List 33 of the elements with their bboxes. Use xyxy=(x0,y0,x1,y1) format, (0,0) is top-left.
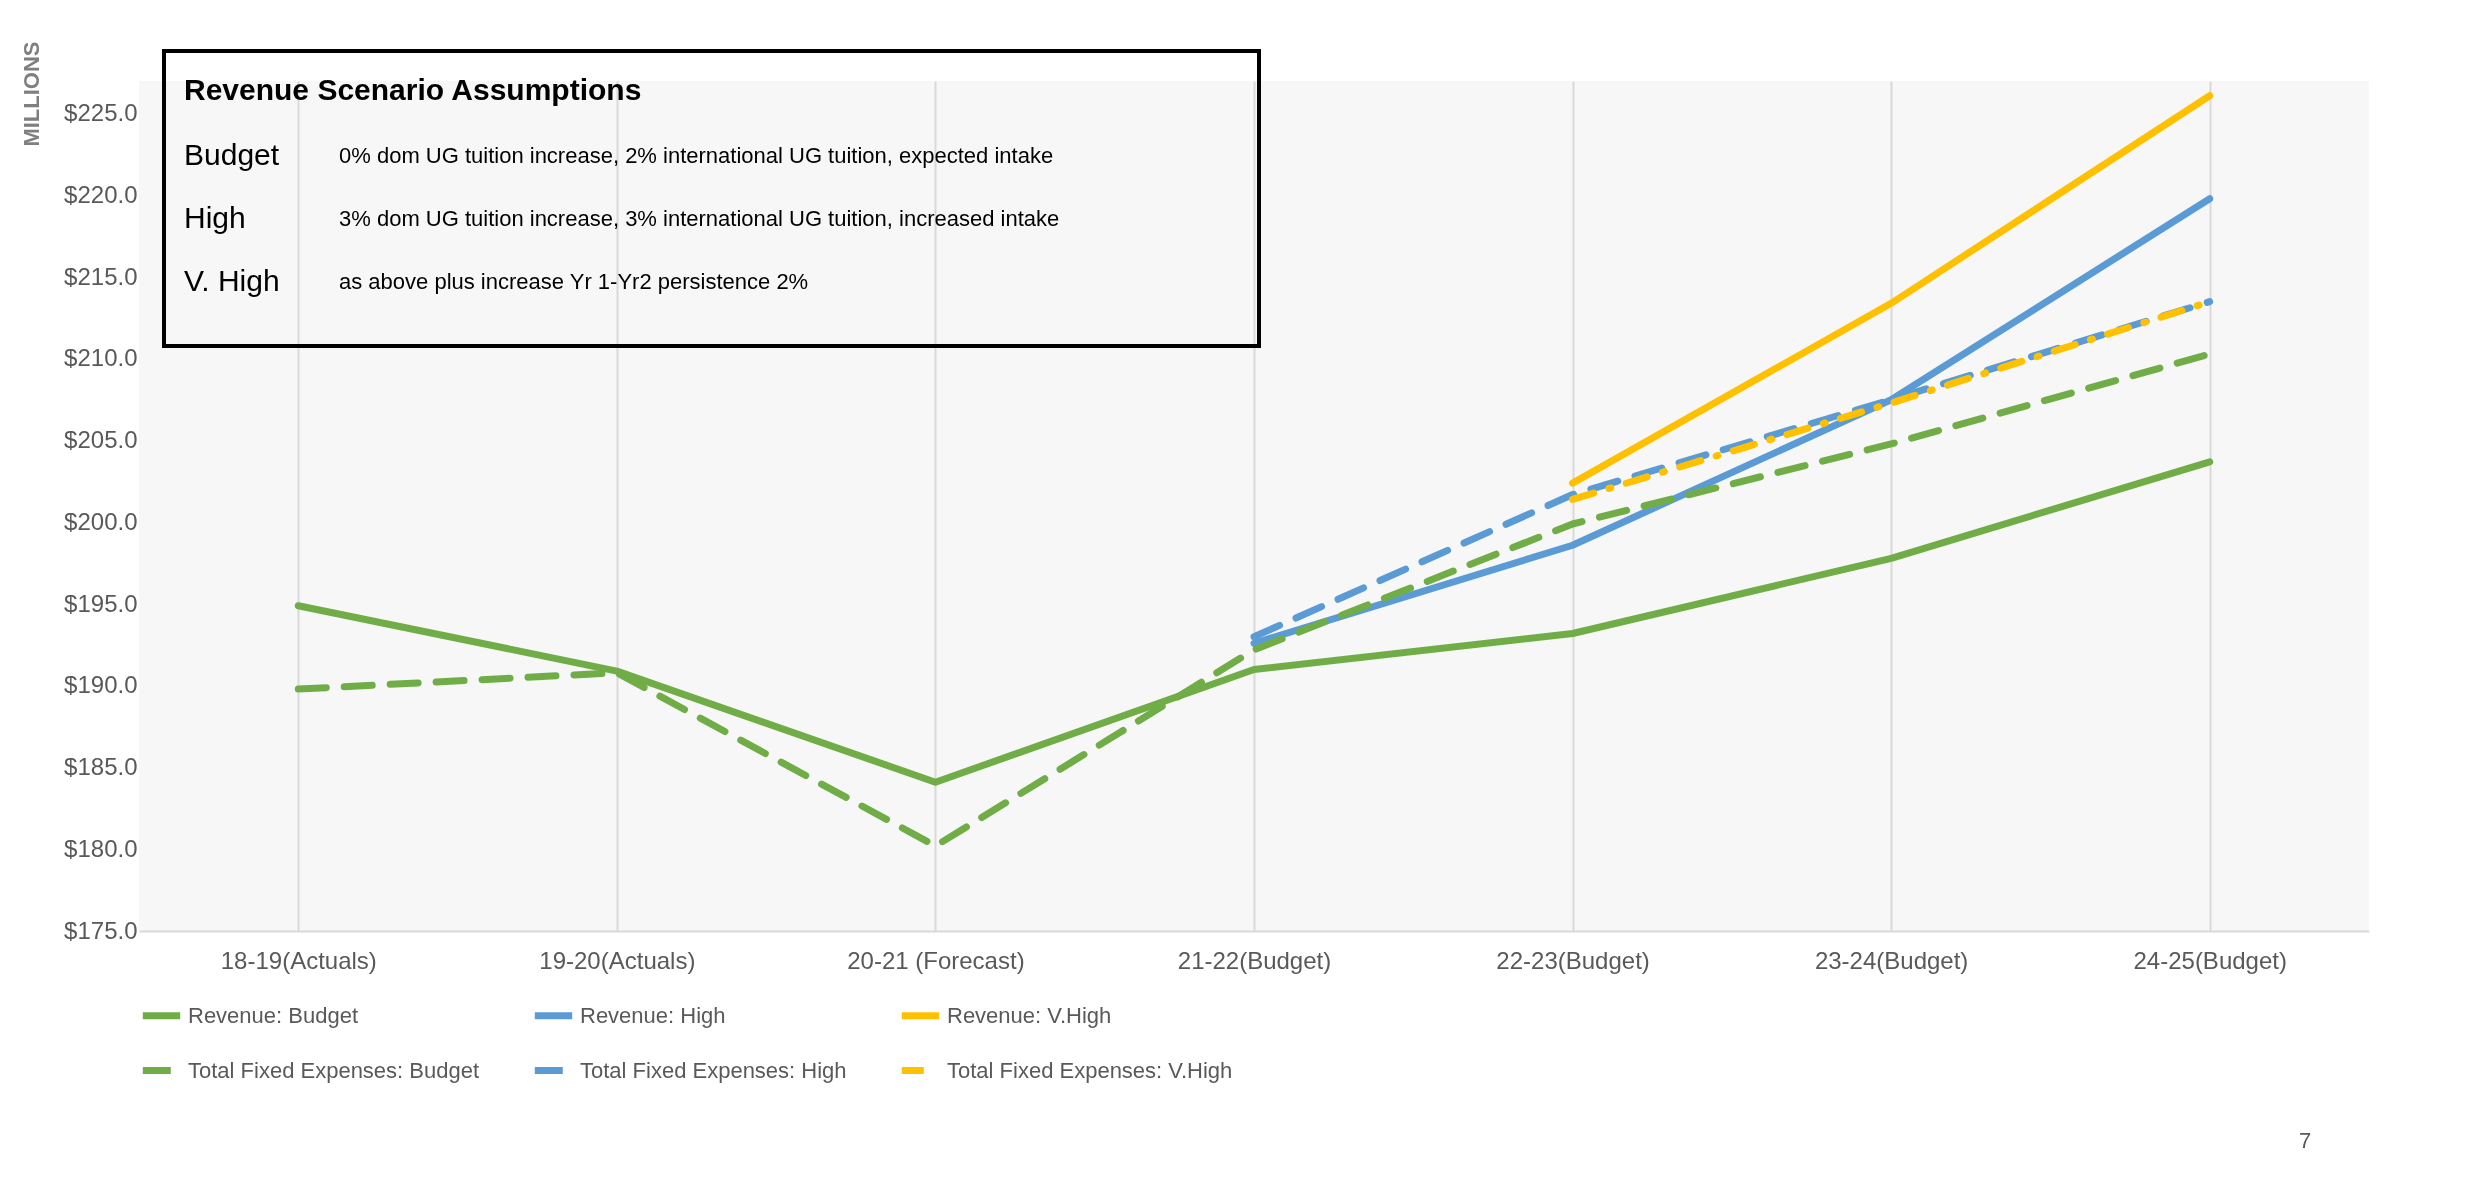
annotation: Revenue Scenario Assumptions xyxy=(184,73,642,106)
text: 7 xyxy=(2299,1128,2312,1153)
y-tick-label: $195.0 xyxy=(64,589,138,617)
annotation: as above plus increase Yr 1-Yr2 persistence 2% xyxy=(339,269,809,294)
x-tick-label: 24-25(Budget) xyxy=(2133,946,2287,974)
x-tick-label: 18-19(Actuals) xyxy=(220,946,377,974)
y-tick-label: $185.0 xyxy=(64,753,138,781)
legend-label: Total Fixed Expenses: High xyxy=(580,1057,847,1083)
annotation: Budget xyxy=(184,138,280,171)
x-tick-label: 23-24(Budget) xyxy=(1814,946,1969,974)
x-tick-label: 19-20(Actuals) xyxy=(539,946,696,974)
legend-label: Total Fixed Expenses: Budget xyxy=(188,1057,480,1083)
y-tick-label: $225.0 xyxy=(64,99,138,127)
x-tick-label: 21-22(Budget) xyxy=(1177,946,1332,974)
x-tick-label: 22-23(Budget) xyxy=(1496,946,1650,974)
y-tick-label: $220.0 xyxy=(64,180,138,208)
annotation: High xyxy=(184,201,246,234)
legend-label: Revenue: Budget xyxy=(188,1002,359,1028)
y-tick-label: $215.0 xyxy=(64,262,138,290)
annotation: 0% dom UG tuition increase, 2% international UG tuition, expected intake xyxy=(339,143,1054,168)
y-tick-label: $200.0 xyxy=(64,507,138,535)
legend-label: Revenue: V.High xyxy=(947,1002,1112,1028)
legend-label: Revenue: High xyxy=(580,1002,726,1028)
y-tick-label: $190.0 xyxy=(64,671,138,699)
legend-label: Total Fixed Expenses: V.High xyxy=(947,1057,1233,1083)
y-tick-label: $180.0 xyxy=(64,834,138,862)
x-tick-label: 20-21 (Forecast) xyxy=(847,946,1025,974)
y-tick-label: $210.0 xyxy=(64,344,138,372)
annotation: 3% dom UG tuition increase, 3% international UG tuition, increased intake xyxy=(339,206,1060,231)
y-tick-label: $205.0 xyxy=(64,426,138,454)
y-tick-label: $175.0 xyxy=(64,916,138,944)
annotation: V. High xyxy=(184,264,280,297)
y-axis-title: MILLIONS xyxy=(19,41,45,147)
